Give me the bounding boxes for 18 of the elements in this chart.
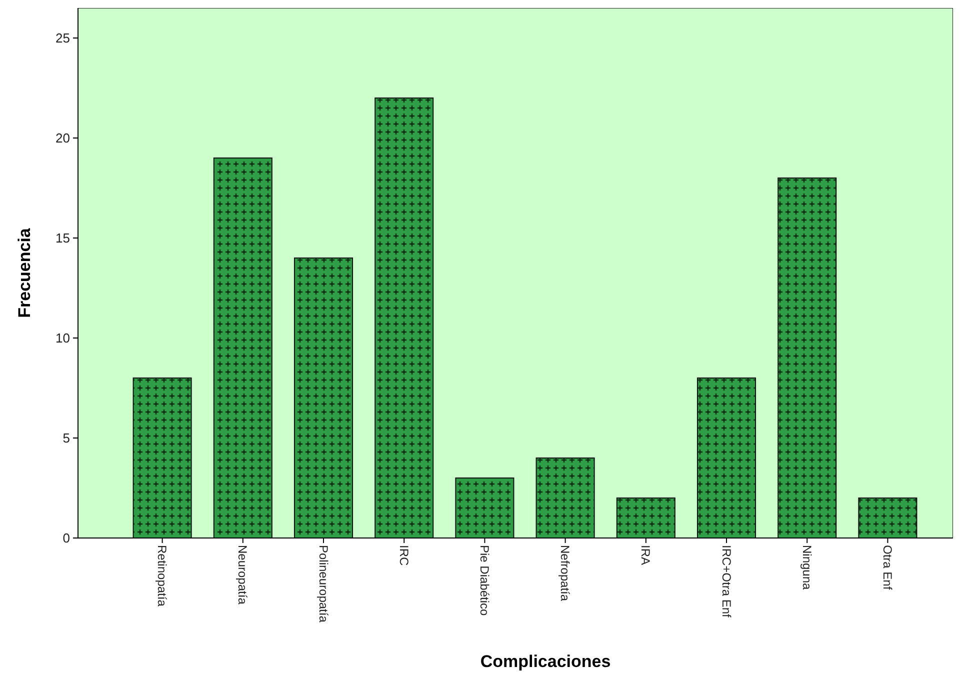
y-tick-label: 15	[56, 230, 70, 246]
y-tick-label: 20	[56, 130, 70, 146]
x-tick-label: Pie Diabético	[478, 545, 492, 616]
x-tick-label: Nefropatía	[558, 545, 572, 602]
y-tick-label: 25	[56, 30, 70, 46]
y-tick-label: 10	[56, 330, 70, 346]
x-tick-label: Ninguna	[800, 545, 814, 590]
x-axis-title: Complicaciones	[480, 652, 611, 671]
x-tick-label: Otra Enf	[880, 545, 894, 590]
x-tick-label: IRA	[638, 545, 653, 566]
x-tick-label: Retinopatía	[155, 545, 170, 607]
x-tick-label: Neuropatía	[236, 545, 250, 605]
x-tick-label: Polineuropatía	[316, 545, 330, 623]
x-tick-label: IRC	[396, 545, 411, 566]
y-tick-label: 5	[62, 430, 70, 446]
y-tick-label: 0	[62, 530, 70, 546]
y-axis-title: Frecuencia	[14, 228, 34, 318]
x-tick-label: IRC+Otra Enf	[719, 545, 734, 618]
